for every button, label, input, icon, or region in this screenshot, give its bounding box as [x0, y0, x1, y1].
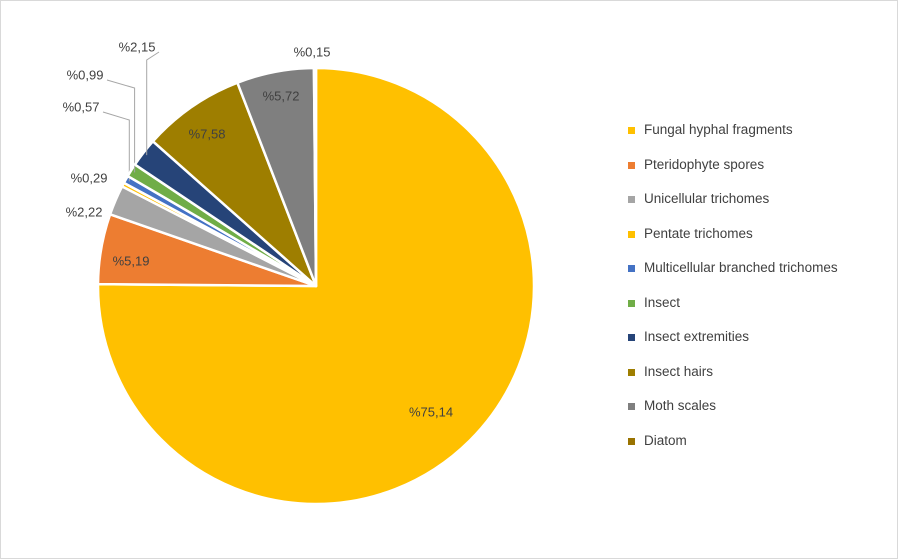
data-label: %0,15: [294, 44, 331, 59]
legend-swatch: [628, 161, 635, 169]
leader-line: [102, 111, 130, 182]
data-label: %75,14: [409, 404, 453, 419]
legend-item: Diatom: [628, 433, 838, 468]
legend-label: Multicellular branched trichomes: [644, 260, 838, 275]
leader-line: [146, 51, 160, 156]
legend-item: Multicellular branched trichomes: [628, 260, 838, 295]
data-label: %5,72: [263, 88, 300, 103]
data-label: %2,22: [66, 204, 103, 219]
legend-swatch: [628, 230, 635, 238]
legend-swatch: [628, 403, 635, 410]
legend-swatch: [628, 368, 635, 376]
legend-item: Insect extremities: [628, 329, 838, 364]
legend-label: Moth scales: [644, 398, 717, 413]
data-label: %7,58: [189, 126, 226, 141]
legend-swatch: [628, 196, 635, 203]
data-label: %0,57: [63, 99, 100, 114]
legend-swatch: [628, 265, 635, 272]
legend: Fungal hyphal fragments Pteridophyte spor…: [628, 122, 838, 467]
legend-label: Diatom: [644, 432, 687, 448]
legend-label: Insect: [644, 294, 681, 310]
legend-label: Insect extremities: [644, 329, 750, 344]
legend-label: Fungal hyphal fragments: [644, 122, 793, 137]
pie-slice: [312, 66, 318, 288]
legend-swatch: [628, 299, 635, 307]
legend-item: Moth scales: [628, 398, 838, 433]
legend-item: Pteridophyte spores: [628, 157, 838, 192]
legend-label: Unicellular trichomes: [644, 191, 770, 206]
legend-item: Pentate trichomes: [628, 226, 838, 261]
legend-item: Fungal hyphal fragments: [628, 122, 838, 157]
legend-label: Pentate trichomes: [644, 225, 753, 241]
leader-line: [106, 79, 136, 173]
legend-swatch: [628, 334, 635, 341]
legend-swatch: [628, 437, 635, 445]
data-label: %0,99: [67, 67, 104, 82]
legend-label: Insect hairs: [644, 363, 714, 379]
legend-label: Pteridophyte spores: [644, 156, 765, 172]
legend-item: Unicellular trichomes: [628, 191, 838, 226]
data-label: %0,29: [71, 170, 108, 185]
legend-swatch: [628, 127, 635, 134]
data-label: %5,19: [113, 253, 150, 268]
legend-item: Insect: [628, 295, 838, 330]
pie-slice: [151, 81, 318, 288]
legend-item: Insect hairs: [628, 364, 838, 399]
data-label: %2,15: [119, 39, 156, 54]
